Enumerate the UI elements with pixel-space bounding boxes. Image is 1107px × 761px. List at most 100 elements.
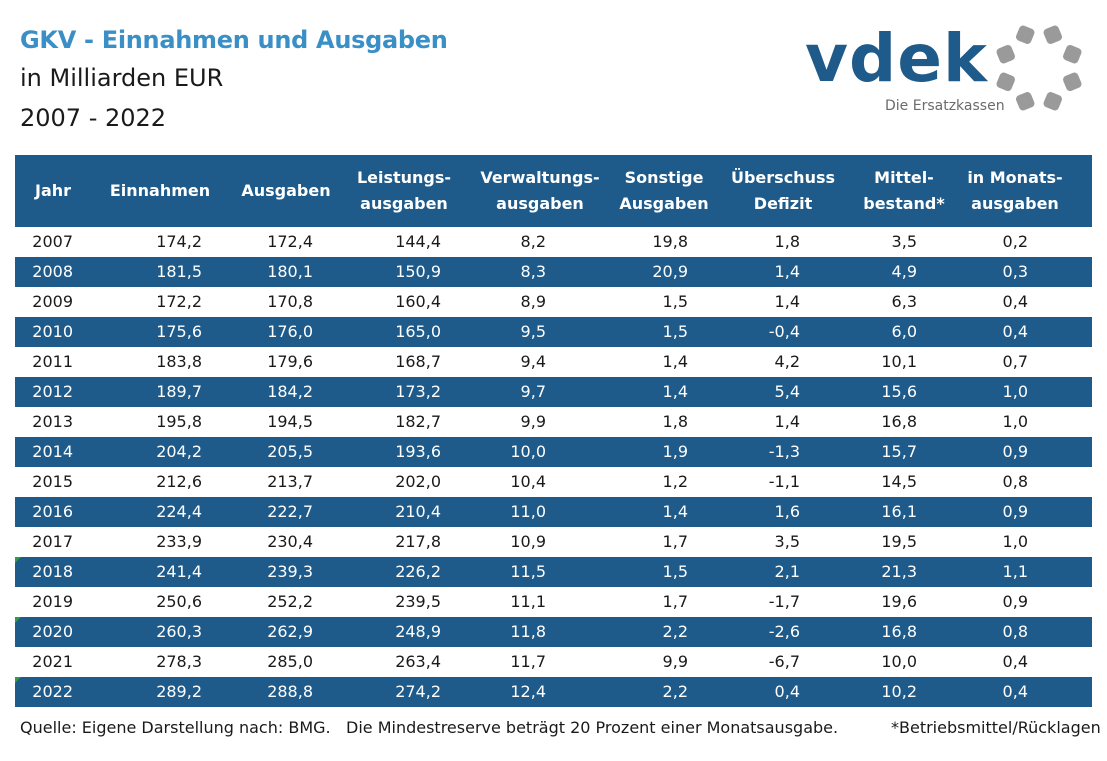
finance-table: Jahr Einnahmen Ausgaben Leistungs- ausgaben… [15, 155, 1092, 707]
value-cell: 194,5 [267, 412, 313, 431]
table-row: 2008 181,5 180,1 150,9 8,3 20,9 1,4 4,9 0,3 [15, 257, 1092, 287]
value-cell: 10,0 [510, 442, 546, 461]
value-cell: 202,0 [395, 472, 441, 491]
table-row: 2022 289,2 288,8 274,2 12,4 2,2 0,4 10,2 0,4 [15, 677, 1092, 707]
logo-ring-segment [1043, 25, 1063, 44]
value-cell: 174,2 [156, 232, 202, 251]
value-cell: 0,8 [1002, 472, 1028, 491]
cell-marker-icon [15, 677, 21, 683]
table-row: 2010 175,6 176,0 165,0 9,5 1,5 -0,4 6,0 0,4 [15, 317, 1092, 347]
year-cell: 2008 [32, 262, 73, 281]
value-cell: 19,6 [881, 592, 917, 611]
value-cell: 1,0 [1002, 412, 1028, 431]
value-cell: 16,1 [881, 502, 917, 521]
value-cell: 250,6 [156, 592, 202, 611]
value-cell: 260,3 [156, 622, 202, 641]
value-cell: -1,7 [768, 592, 800, 611]
value-cell: 16,8 [881, 622, 917, 641]
value-cell: 224,4 [156, 502, 202, 521]
value-cell: 0,7 [1002, 352, 1028, 371]
cell-marker-icon [15, 557, 21, 563]
value-cell: 144,4 [395, 232, 441, 251]
value-cell: 15,7 [881, 442, 917, 461]
table-row: 2009 172,2 170,8 160,4 8,9 1,5 1,4 6,3 0,4 [15, 287, 1092, 317]
year-cell: 2022 [32, 682, 73, 701]
value-cell: 160,4 [395, 292, 441, 311]
value-cell: 248,9 [395, 622, 441, 641]
year-cell: 2009 [32, 292, 73, 311]
value-cell: 1,4 [774, 292, 800, 311]
year-cell: 2014 [32, 442, 73, 461]
value-cell: 10,0 [881, 652, 917, 671]
logo-ring-icon [996, 25, 1082, 111]
value-cell: -1,1 [768, 472, 800, 491]
value-cell: 205,5 [267, 442, 313, 461]
source-note: Quelle: Eigene Darstellung nach: BMG. [20, 718, 331, 737]
value-cell: 1,0 [1002, 382, 1028, 401]
value-cell: 181,5 [156, 262, 202, 281]
value-cell: 1,4 [662, 502, 688, 521]
value-cell: 9,7 [520, 382, 546, 401]
value-cell: 263,4 [395, 652, 441, 671]
value-cell: 172,2 [156, 292, 202, 311]
value-cell: 212,6 [156, 472, 202, 491]
value-cell: 10,1 [881, 352, 917, 371]
value-cell: 0,4 [1002, 652, 1028, 671]
table-row: 2021 278,3 285,0 263,4 11,7 9,9 -6,7 10,0 0,4 [15, 647, 1092, 677]
value-cell: 183,8 [156, 352, 202, 371]
value-cell: 0,2 [1002, 232, 1028, 251]
value-cell: 274,2 [395, 682, 441, 701]
value-cell: 0,4 [1002, 322, 1028, 341]
value-cell: 184,2 [267, 382, 313, 401]
value-cell: -0,4 [768, 322, 800, 341]
table-row: 2014 204,2 205,5 193,6 10,0 1,9 -1,3 15,7 0,9 [15, 437, 1092, 467]
value-cell: 193,6 [395, 442, 441, 461]
value-cell: 1,4 [774, 262, 800, 281]
table-row: 2011 183,8 179,6 168,7 9,4 1,4 4,2 10,1 0,7 [15, 347, 1092, 377]
value-cell: 168,7 [395, 352, 441, 371]
value-cell: 8,3 [520, 262, 546, 281]
value-cell: 11,8 [510, 622, 546, 641]
value-cell: 1,5 [662, 322, 688, 341]
value-cell: 233,9 [156, 532, 202, 551]
value-cell: 10,2 [881, 682, 917, 701]
year-cell: 2016 [32, 502, 73, 521]
value-cell: 150,9 [395, 262, 441, 281]
column-header: in Monats- ausgaben [950, 155, 1080, 227]
value-cell: 241,4 [156, 562, 202, 581]
column-header: Einnahmen [100, 155, 220, 227]
table-row: 2017 233,9 230,4 217,8 10,9 1,7 3,5 19,5 1,0 [15, 527, 1092, 557]
value-cell: 11,1 [510, 592, 546, 611]
column-header: Sonstige Ausgaben [604, 155, 724, 227]
value-cell: 1,7 [662, 532, 688, 551]
value-cell: 0,9 [1002, 442, 1028, 461]
column-header-label: Überschuss Defizit [730, 168, 836, 213]
value-cell: 1,5 [662, 292, 688, 311]
value-cell: 14,5 [881, 472, 917, 491]
value-cell: 9,9 [520, 412, 546, 431]
value-cell: 0,3 [1002, 262, 1028, 281]
value-cell: 288,8 [267, 682, 313, 701]
value-cell: 5,4 [774, 382, 800, 401]
value-cell: 2,2 [662, 682, 688, 701]
value-cell: 204,2 [156, 442, 202, 461]
value-cell: 226,2 [395, 562, 441, 581]
value-cell: 11,0 [510, 502, 546, 521]
value-cell: 19,8 [652, 232, 688, 251]
column-header-label: Sonstige Ausgaben [619, 168, 709, 213]
period-label: 2007 - 2022 [20, 104, 167, 132]
logo-ring-segment [1063, 44, 1082, 64]
table-row: 2012 189,7 184,2 173,2 9,7 1,4 5,4 15,6 1,0 [15, 377, 1092, 407]
value-cell: 289,2 [156, 682, 202, 701]
column-header: Mittel- bestand* [849, 155, 959, 227]
table-row: 2020 260,3 262,9 248,9 11,8 2,2 -2,6 16,8 0,8 [15, 617, 1092, 647]
value-cell: 182,7 [395, 412, 441, 431]
value-cell: 21,3 [881, 562, 917, 581]
column-header-label: Ausgaben [241, 181, 331, 200]
value-cell: 1,1 [1002, 562, 1028, 581]
value-cell: 16,8 [881, 412, 917, 431]
value-cell: 0,4 [1002, 292, 1028, 311]
value-cell: 175,6 [156, 322, 202, 341]
value-cell: -2,6 [768, 622, 800, 641]
value-cell: 0,4 [1002, 682, 1028, 701]
